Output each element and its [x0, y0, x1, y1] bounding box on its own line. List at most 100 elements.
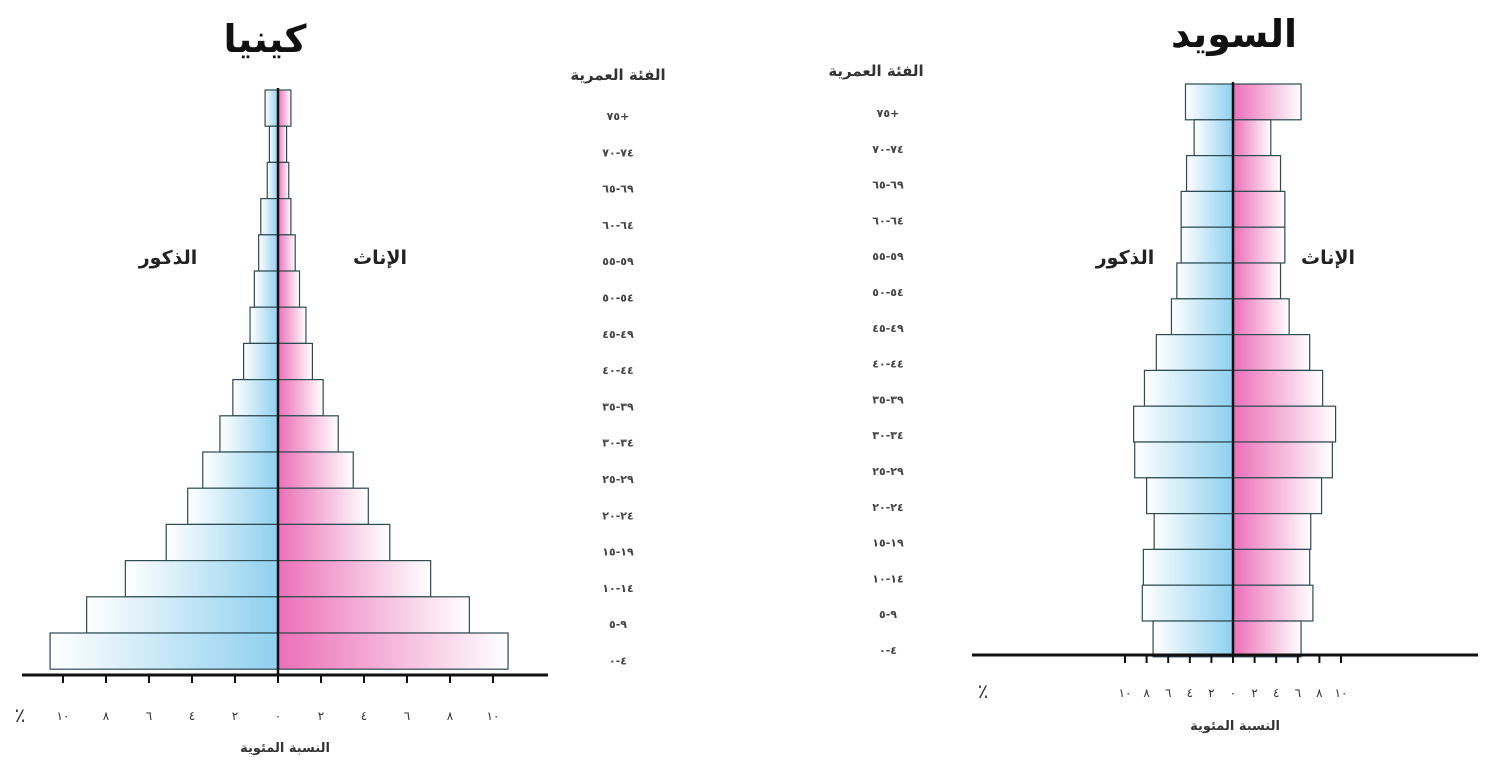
- sweden-female-label: الإناث: [1301, 247, 1355, 269]
- kenya-female-bar: [277, 234, 296, 272]
- sweden-female-bar: [1232, 190, 1286, 228]
- kenya-title: كينيا: [224, 17, 308, 61]
- sweden-tick-label: ٨: [1143, 686, 1150, 700]
- kenya-bars: [49, 88, 509, 675]
- sweden-male-bar: [1176, 262, 1234, 300]
- kenya-female-bar: [277, 270, 301, 308]
- kenya-age-label: ٥٤-٥٠: [602, 292, 633, 305]
- kenya-tick-label: ٦: [404, 709, 410, 723]
- kenya-female-bar: [277, 342, 314, 381]
- kenya-female-bar: [277, 559, 432, 598]
- sweden-age-label: ١٤-١٠: [872, 572, 903, 585]
- kenya-tick-label: ٦: [146, 709, 152, 723]
- kenya-age-label: ٣٩-٣٥: [602, 400, 634, 413]
- kenya-percent-symbol: ٪: [15, 703, 26, 727]
- sweden-male-bar: [1180, 190, 1234, 228]
- sweden-female-bar: [1232, 262, 1282, 300]
- kenya-age-label: ٢٤-٢٠: [602, 509, 633, 522]
- sweden-male-bar: [1180, 226, 1234, 264]
- sweden-male-bar: [1152, 620, 1234, 658]
- kenya-male-bar: [219, 415, 279, 453]
- kenya-female-label: الإناث: [353, 247, 407, 269]
- sweden-male-label: الذكور: [1095, 247, 1155, 269]
- sweden-age-label: ٢٩-٢٥: [872, 465, 904, 478]
- kenya-male-label: الذكور: [138, 247, 198, 269]
- kenya-female-bar: [277, 415, 339, 453]
- sweden-x-axis: ١٠ ٨ ٦ ٤ ٢ ٠ ٢ ٤ ٦ ٨ ١٠: [972, 653, 1478, 700]
- kenya-age-label: ١٤-١٠: [602, 582, 633, 595]
- sweden-female-bar: [1232, 477, 1323, 515]
- kenya-male-bar: [86, 596, 279, 634]
- sweden-female-bar: [1232, 83, 1302, 121]
- sweden-tick-label: ٢: [1251, 686, 1257, 700]
- sweden-tick-label: ٤: [1273, 686, 1279, 700]
- sweden-male-bar: [1193, 119, 1234, 157]
- sweden-age-label: ٤٤-٤٠: [872, 358, 903, 371]
- kenya-male-bar: [243, 342, 279, 381]
- sweden-age-label: ٣٤-٣٠: [872, 429, 903, 442]
- kenya-age-label: ٦٩-٦٥: [602, 183, 634, 196]
- kenya-female-bar: [277, 596, 470, 634]
- sweden-title: السويد: [1171, 12, 1297, 56]
- sweden-tick-label: ١٠: [1335, 686, 1348, 700]
- kenya-tick-label: ٢: [318, 709, 324, 723]
- sweden-male-bar: [1184, 83, 1234, 121]
- kenya-tick-label: ٠: [275, 709, 281, 723]
- sweden-female-bar: [1232, 512, 1312, 550]
- kenya-female-bar: [277, 523, 391, 562]
- kenya-tick-label: ٨: [447, 709, 454, 723]
- sweden-age-label: ٤٩-٤٥: [872, 322, 904, 335]
- kenya-x-axis-title: النسبة المئوية: [240, 741, 330, 756]
- kenya-age-label: ٥٩-٥٥: [602, 255, 634, 268]
- kenya-age-label: ٢٩-٢٥: [602, 473, 634, 486]
- sweden-female-bar: [1232, 226, 1286, 264]
- kenya-male-bar: [202, 451, 279, 489]
- sweden-male-bar: [1142, 548, 1234, 586]
- sweden-male-bar: [1155, 334, 1234, 372]
- kenya-male-bar: [124, 559, 279, 598]
- kenya-male-bar: [266, 161, 279, 200]
- kenya-age-label: ٧٥+: [607, 110, 630, 123]
- sweden-age-label: ٦٤-٦٠: [872, 214, 903, 227]
- kenya-male-bar: [232, 379, 279, 417]
- kenya-age-label: ١٩-١٥: [602, 546, 634, 559]
- sweden-female-bar: [1232, 405, 1337, 443]
- kenya-age-header: الفئة العمرية: [570, 66, 665, 84]
- sweden-male-bar: [1134, 441, 1234, 479]
- sweden-bars: [1133, 82, 1337, 658]
- sweden-tick-label: ٦: [1295, 686, 1301, 700]
- sweden-male-bar: [1143, 369, 1234, 407]
- kenya-male-bar: [49, 632, 279, 670]
- sweden-female-bar: [1232, 548, 1311, 586]
- kenya-female-bar: [277, 451, 354, 489]
- sweden-female-bar: [1232, 155, 1282, 193]
- sweden-male-bar: [1141, 584, 1234, 622]
- sweden-age-label: ١٩-١٥: [872, 537, 904, 550]
- kenya-female-bar: [277, 632, 509, 670]
- sweden-age-label: ٥٤-٥٠: [872, 286, 903, 299]
- sweden-age-label: ٥٩-٥٥: [872, 250, 904, 263]
- sweden-tick-label: ٨: [1316, 686, 1323, 700]
- kenya-female-bar: [277, 379, 324, 417]
- kenya-male-bar: [249, 306, 279, 345]
- sweden-x-axis-title: النسبة المئوية: [1190, 719, 1280, 734]
- sweden-tick-label: ٠: [1230, 686, 1236, 700]
- sweden-male-bar: [1153, 512, 1234, 550]
- kenya-female-bar: [277, 161, 290, 200]
- kenya-tick-label: ٤: [189, 709, 195, 723]
- sweden-female-bar: [1232, 298, 1290, 336]
- sweden-percent-symbol: ٪: [978, 679, 989, 703]
- sweden-female-bar: [1232, 584, 1314, 622]
- kenya-age-label: ٤٩-٤٥: [602, 328, 634, 341]
- sweden-age-header: الفئة العمرية: [828, 62, 923, 80]
- sweden-tick-label: ٤: [1187, 686, 1193, 700]
- kenya-tick-label: ١٠: [487, 709, 500, 723]
- sweden-female-bar: [1232, 119, 1272, 157]
- kenya-age-label: ٩-٥: [609, 618, 627, 631]
- kenya-age-labels: ٧٥+ ٧٤-٧٠ ٦٩-٦٥ ٦٤-٦٠ ٥٩-٥٥ ٥٤-٥٠ ٤٩-٤٥ ٤٤-٤٠ ٣٩…: [602, 110, 634, 668]
- sweden-age-labels: ٧٥+ ٧٤-٧٠ ٦٩-٦٥ ٦٤-٦٠ ٥٩-٥٥ ٥٤-٥٠ ٤٩-٤٥ ٤٤-٤٠ ٣٩…: [872, 107, 904, 657]
- sweden-male-bar: [1170, 298, 1234, 336]
- kenya-age-label: ٣٤-٣٠: [602, 437, 633, 450]
- kenya-age-label: ٦٤-٦٠: [602, 219, 633, 232]
